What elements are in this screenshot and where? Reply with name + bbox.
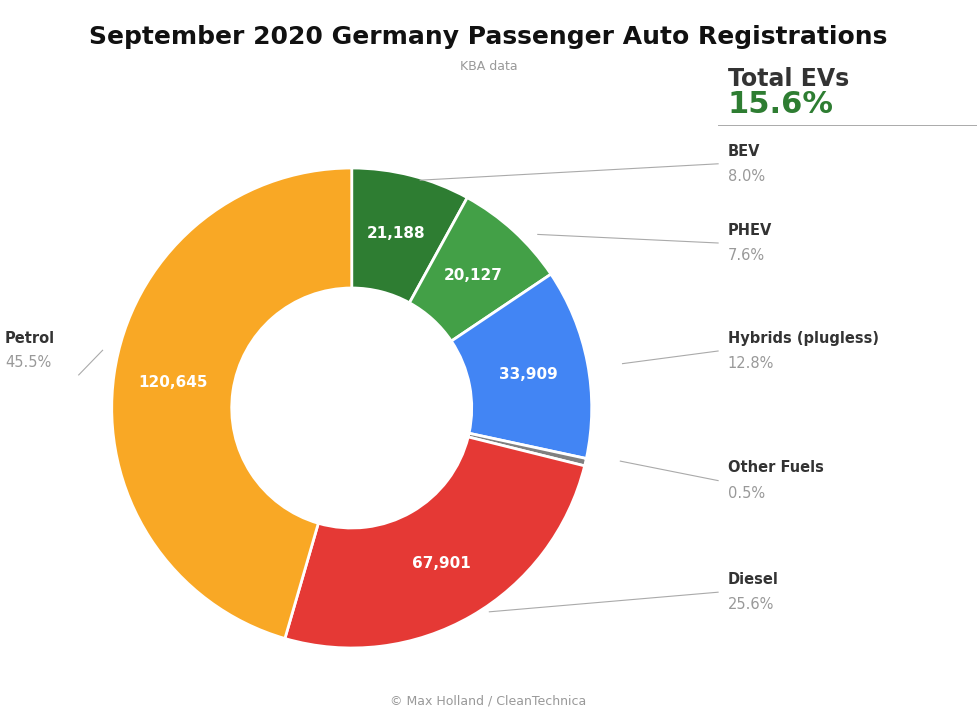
- Wedge shape: [451, 274, 592, 459]
- Text: Hybrids (plugless): Hybrids (plugless): [728, 331, 879, 346]
- Text: Total EVs: Total EVs: [728, 67, 849, 91]
- Text: PHEV: PHEV: [728, 223, 772, 238]
- Text: September 2020 Germany Passenger Auto Registrations: September 2020 Germany Passenger Auto Re…: [89, 25, 888, 49]
- Text: 8.0%: 8.0%: [728, 169, 765, 184]
- Text: 20,127: 20,127: [444, 268, 502, 283]
- Text: 21,188: 21,188: [367, 226, 426, 241]
- Text: 120,645: 120,645: [139, 375, 208, 390]
- Text: Petrol: Petrol: [5, 331, 55, 346]
- Wedge shape: [352, 168, 467, 303]
- Text: 45.5%: 45.5%: [5, 355, 51, 369]
- Text: 7.6%: 7.6%: [728, 248, 765, 263]
- Text: BEV: BEV: [728, 144, 760, 158]
- Wedge shape: [468, 433, 586, 466]
- Wedge shape: [409, 197, 551, 341]
- Text: 33,909: 33,909: [499, 366, 558, 382]
- Text: 25.6%: 25.6%: [728, 598, 774, 612]
- Wedge shape: [285, 437, 584, 648]
- Text: © Max Holland / CleanTechnica: © Max Holland / CleanTechnica: [391, 694, 586, 707]
- Wedge shape: [111, 168, 352, 639]
- Text: Other Fuels: Other Fuels: [728, 461, 824, 475]
- Text: 15.6%: 15.6%: [728, 90, 833, 119]
- Text: 0.5%: 0.5%: [728, 486, 765, 500]
- Text: Diesel: Diesel: [728, 572, 779, 587]
- Text: 67,901: 67,901: [412, 557, 471, 572]
- Text: 12.8%: 12.8%: [728, 356, 774, 371]
- Text: KBA data: KBA data: [460, 60, 517, 73]
